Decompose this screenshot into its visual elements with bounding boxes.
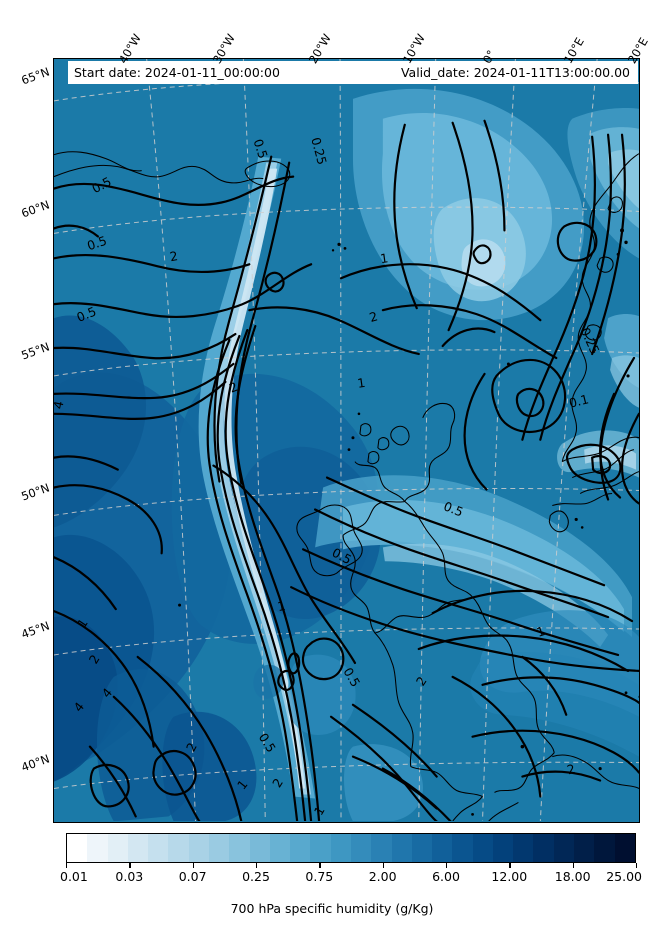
colorbar-tickmarks xyxy=(66,863,638,869)
colorbar-segment xyxy=(148,834,169,862)
colorbar-segment xyxy=(249,834,270,862)
colorbar-segment xyxy=(310,834,331,862)
colorbar-segment xyxy=(594,834,615,862)
lat-tick-label: 40°N xyxy=(19,751,52,775)
colorbar-segment xyxy=(533,834,554,862)
colorbar-tick-label: 0.25 xyxy=(242,869,270,884)
colorbar-segment xyxy=(269,834,291,862)
colorbar-segment xyxy=(67,834,88,862)
lat-tick-label: 55°N xyxy=(19,339,52,363)
svg-text:0.25: 0.25 xyxy=(308,136,330,167)
svg-text:0.5: 0.5 xyxy=(250,137,270,160)
colorbar-segment xyxy=(432,834,453,862)
svg-text:0.1: 0.1 xyxy=(567,391,590,410)
colorbar-segment xyxy=(87,834,108,862)
colorbar-tick-label: 25.00 xyxy=(606,869,642,884)
svg-text:0.5: 0.5 xyxy=(74,304,98,325)
colorbar-tick xyxy=(636,863,638,868)
colorbar-segment xyxy=(168,834,189,862)
colorbar-segment xyxy=(290,834,311,862)
valid-date-label: Valid_date: 2024-01-11T13:00:00.00 xyxy=(400,65,630,80)
colorbar-tick xyxy=(192,863,194,868)
svg-text:2: 2 xyxy=(565,761,576,777)
colorbar-tick-label: 0.75 xyxy=(305,869,334,884)
colorbar-segment xyxy=(188,834,209,862)
colorbar-tick xyxy=(509,863,511,868)
lat-tick-label: 45°N xyxy=(19,618,52,642)
colorbar-segment xyxy=(574,834,595,862)
map-plot-area: 0.25 0.5 0.5 2 0.5 1 0.5 0.25 0.1 2 4 1 … xyxy=(53,58,640,823)
colorbar-tick xyxy=(129,863,131,868)
colorbar-segment xyxy=(229,834,250,862)
colorbar-segment xyxy=(350,834,372,862)
colorbar-segment xyxy=(513,834,534,862)
colorbar-tick-label: 12.00 xyxy=(491,869,528,884)
colorbar-segment xyxy=(452,834,473,862)
lat-tick-label: 65°N xyxy=(19,64,52,88)
colorbar-segment xyxy=(553,834,575,862)
colorbar-segment xyxy=(391,834,412,862)
map-canvas: 0.25 0.5 0.5 2 0.5 1 0.5 0.25 0.1 2 4 1 … xyxy=(54,59,639,822)
svg-text:2: 2 xyxy=(169,248,179,264)
colorbar-segment xyxy=(107,834,128,862)
svg-text:1: 1 xyxy=(276,598,286,614)
svg-text:4: 4 xyxy=(54,399,67,410)
colorbar-tick-label: 0.07 xyxy=(178,869,207,884)
colorbar-segment xyxy=(330,834,351,862)
date-info-banner: Start date: 2024-01-11_00:00:00 Valid_da… xyxy=(68,61,638,84)
colorbar-segment xyxy=(472,834,493,862)
colorbar-segment xyxy=(208,834,230,862)
svg-text:2: 2 xyxy=(368,308,380,325)
colorbar-tick-label: 18.00 xyxy=(554,869,591,884)
colorbar-segment xyxy=(371,834,392,862)
lat-tick-label: 50°N xyxy=(19,480,52,504)
colorbar xyxy=(66,833,636,863)
colorbar-segment xyxy=(411,834,433,862)
colorbar-tick xyxy=(319,863,321,868)
colorbar-tick xyxy=(256,863,258,868)
svg-text:0.5: 0.5 xyxy=(442,498,466,519)
svg-text:1: 1 xyxy=(379,250,389,266)
colorbar-tick xyxy=(572,863,574,868)
colorbar-segment xyxy=(614,834,635,862)
lat-tick-label: 60°N xyxy=(19,197,52,221)
colorbar-tick-label: 2.00 xyxy=(368,869,397,884)
colorbar-segment xyxy=(127,834,149,862)
svg-text:1: 1 xyxy=(356,375,366,391)
colorbar-tick xyxy=(382,863,384,868)
colorbar-title: 700 hPa specific humidity (g/Kg) xyxy=(230,901,434,916)
colorbar-tick xyxy=(66,863,68,868)
svg-text:0.5: 0.5 xyxy=(85,233,108,253)
colorbar-tick-label: 0.01 xyxy=(60,869,88,884)
colorbar-tick xyxy=(446,863,448,868)
lon-tick-label: 20°E xyxy=(624,35,651,66)
start-date-label: Start date: 2024-01-11_00:00:00 xyxy=(74,65,280,80)
colorbar-segment xyxy=(492,834,514,862)
colorbar-tick-label: 6.00 xyxy=(432,869,460,884)
colorbar-tick-label: 0.03 xyxy=(115,869,144,884)
